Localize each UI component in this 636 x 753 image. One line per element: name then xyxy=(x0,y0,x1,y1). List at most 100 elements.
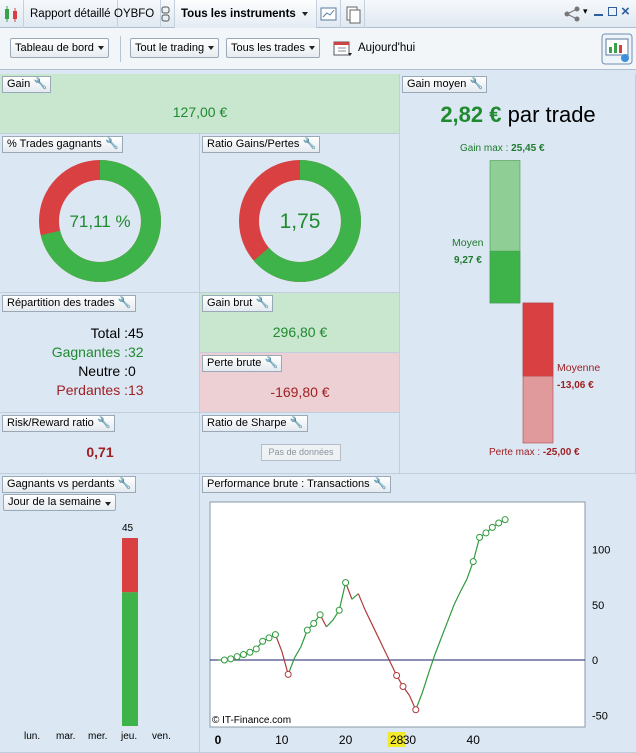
trade-point xyxy=(259,637,267,645)
trade-point xyxy=(246,648,254,656)
title-bar: Rapport détaillé OYBFO Tous les instrume… xyxy=(0,0,636,28)
y-tick-label: 0 xyxy=(592,655,598,667)
line-segment xyxy=(440,621,449,639)
wrench-icon[interactable]: 🔧 xyxy=(264,357,279,369)
distribution-neutral-row: Neutre : 0 xyxy=(78,363,136,379)
line-segment xyxy=(364,608,372,623)
winning-ring xyxy=(39,160,161,282)
wrench-icon[interactable]: 🔧 xyxy=(469,78,484,90)
performance-chart[interactable]: 100 50 0 -50 0 10 20 28 30 40 xyxy=(200,474,636,753)
maximize-icon[interactable] xyxy=(608,7,617,16)
gross-loss-title[interactable]: Perte brute 🔧 xyxy=(202,355,283,372)
gross-loss-title-label: Perte brute xyxy=(207,357,262,369)
report-settings-icon[interactable] xyxy=(601,33,633,68)
performance-line xyxy=(218,519,506,710)
gross-loss-panel: Perte brute 🔧 -169,80 € xyxy=(200,353,400,413)
trade-point xyxy=(482,529,490,537)
wrench-icon[interactable]: 🔧 xyxy=(117,297,132,309)
dropdown-arrow-icon[interactable]: ▾ xyxy=(583,6,588,16)
gain-moyen-title-label: Gain moyen xyxy=(407,78,467,90)
trade-point xyxy=(240,650,248,658)
gain-title[interactable]: Gain 🔧 xyxy=(2,76,52,93)
risk-reward-panel: Risk/Reward ratio 🔧 0,71 xyxy=(0,413,200,474)
winners-vs-losers-title[interactable]: Gagnants vs perdants 🔧 xyxy=(2,476,136,493)
average-gain-suffix: par trade xyxy=(507,102,596,127)
trade-point xyxy=(342,579,350,587)
line-segment xyxy=(357,593,366,610)
period-dropdown[interactable]: Jour de la semaine xyxy=(3,494,116,511)
gain-moyen-title[interactable]: Gain moyen 🔧 xyxy=(402,76,488,93)
win-rate-donut xyxy=(39,160,161,282)
gross-gain-title[interactable]: Gain brut 🔧 xyxy=(202,295,274,312)
sharpe-title[interactable]: Ratio de Sharpe 🔧 xyxy=(202,415,308,432)
wrench-icon[interactable]: 🔧 xyxy=(255,297,270,309)
tab-account[interactable]: OYBFO xyxy=(108,0,162,28)
line-segment xyxy=(326,619,334,628)
sharpe-panel: Ratio de Sharpe 🔧 Pas de données xyxy=(200,413,400,474)
trade-point xyxy=(488,523,496,531)
x-tick-label: 10 xyxy=(275,733,289,747)
gain-title-label: Gain xyxy=(7,78,31,90)
winners-vs-losers-title-label: Gagnants vs perdants xyxy=(7,478,115,490)
performance-title[interactable]: Performance brute : Transactions 🔧 xyxy=(202,476,391,493)
gross-gain-title-label: Gain brut xyxy=(207,297,253,309)
gain-moyen-panel: Gain moyen 🔧 2,82 € par trade Gain max : … xyxy=(400,74,636,474)
line-segment xyxy=(453,591,461,606)
distribution-losers-row: Perdantes : 13 xyxy=(56,382,144,398)
candlestick-icon xyxy=(0,0,24,28)
sharpe-title-label: Ratio de Sharpe xyxy=(207,417,287,429)
day-label-tue: mar. xyxy=(56,731,76,742)
risk-reward-title-label: Risk/Reward ratio xyxy=(7,417,94,429)
close-icon[interactable]: × xyxy=(621,3,630,20)
risk-reward-title[interactable]: Risk/Reward ratio 🔧 xyxy=(2,415,115,432)
line-segment xyxy=(472,537,481,562)
dashboard-dropdown[interactable]: Tableau de bord xyxy=(10,38,109,58)
instrument-selector[interactable]: Tous les instruments xyxy=(175,0,317,28)
document-icon[interactable] xyxy=(341,0,365,28)
plot-area xyxy=(209,501,586,728)
win-loss-ratio-panel: Ratio Gains/Pertes 🔧 1,75 xyxy=(200,134,400,293)
y-tick-label: 100 xyxy=(592,545,610,557)
trade-point xyxy=(252,645,260,653)
trade-point xyxy=(316,611,324,619)
win-rate-title-label: % Trades gagnants xyxy=(7,138,102,150)
wrench-icon[interactable]: 🔧 xyxy=(302,138,317,150)
no-data-button[interactable]: Pas de données xyxy=(261,444,341,461)
trade-distribution-list: Total : 45 Gagnantes : 32 Neutre : 0 Per… xyxy=(0,324,200,400)
line-segment xyxy=(447,604,455,622)
win-loss-ratio-value: 1,75 xyxy=(279,210,321,233)
trade-distribution-title[interactable]: Répartition des trades 🔧 xyxy=(2,295,136,312)
trades-filter-dropdown[interactable]: Tous les trades xyxy=(226,38,320,58)
date-range-label[interactable]: Aujourd'hui xyxy=(358,42,416,54)
average-gain-headline: 2,82 € par trade xyxy=(400,102,636,128)
line-segment xyxy=(351,593,359,600)
wrench-icon[interactable]: 🔧 xyxy=(105,138,119,150)
calendar-icon[interactable] xyxy=(333,39,353,60)
wrench-icon[interactable]: 🔧 xyxy=(33,78,48,90)
gross-loss-value: -169,80 € xyxy=(270,384,330,400)
tab-rapport-detaille[interactable]: Rapport détaillé xyxy=(24,0,118,28)
gain-value: 127,00 € xyxy=(172,104,228,120)
trading-filter-dropdown[interactable]: Tout le trading xyxy=(130,38,220,58)
average-gain-value: 2,82 € xyxy=(440,102,502,127)
trade-point xyxy=(412,706,420,714)
minimize-icon[interactable] xyxy=(594,14,603,16)
chart-view-icon[interactable] xyxy=(317,0,341,28)
day-label-fri: ven. xyxy=(152,731,171,742)
wrench-icon[interactable]: 🔧 xyxy=(372,478,387,490)
trade-point xyxy=(495,519,503,527)
wrench-icon[interactable]: 🔧 xyxy=(97,417,111,429)
wrench-icon[interactable]: 🔧 xyxy=(289,417,304,429)
share-icon[interactable] xyxy=(563,5,583,26)
winners-bar xyxy=(122,592,138,726)
chevron-down-icon xyxy=(302,12,308,16)
link-icon[interactable] xyxy=(157,0,175,28)
moyenne-value: -13,06 € xyxy=(557,380,594,391)
losers-bar xyxy=(122,538,138,593)
gain-panel: Gain 🔧 127,00 € xyxy=(0,74,400,134)
wrench-icon[interactable]: 🔧 xyxy=(117,478,132,490)
win-rate-panel: % Trades gagnants 🔧 71,11 % xyxy=(0,134,200,293)
win-rate-title[interactable]: % Trades gagnants 🔧 xyxy=(2,136,123,153)
win-loss-ratio-title[interactable]: Ratio Gains/Pertes 🔧 xyxy=(202,136,321,153)
line-segment xyxy=(376,635,385,650)
